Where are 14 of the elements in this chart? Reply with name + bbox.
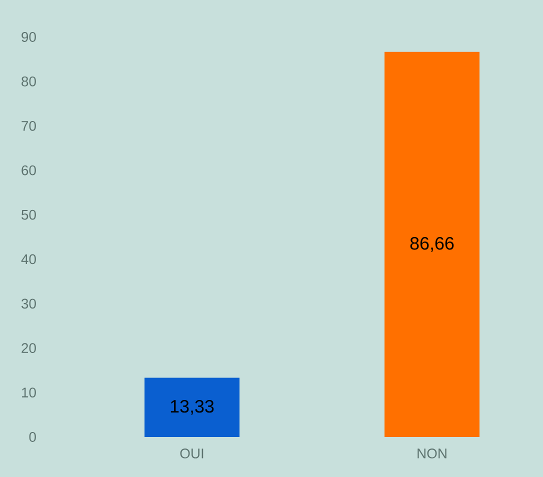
y-tick-label: 50: [22, 210, 36, 220]
y-tick-label: 30: [21, 298, 36, 309]
data-label: 86,66: [410, 237, 454, 252]
y-tick-label: 90: [22, 32, 36, 42]
y-tick-label: 20: [22, 343, 36, 354]
y-tick-label: 60: [22, 165, 36, 176]
x-tick-label: OUI: [180, 448, 204, 458]
y-tick-label: 10: [22, 388, 36, 398]
y-tick-label: 70: [22, 120, 36, 131]
y-tick-label: 40: [21, 254, 36, 264]
data-label: 13,33: [170, 400, 214, 415]
x-tick-label: NON: [418, 448, 446, 458]
y-tick-label: 0: [29, 432, 36, 442]
y-tick-label: 80: [22, 76, 36, 86]
